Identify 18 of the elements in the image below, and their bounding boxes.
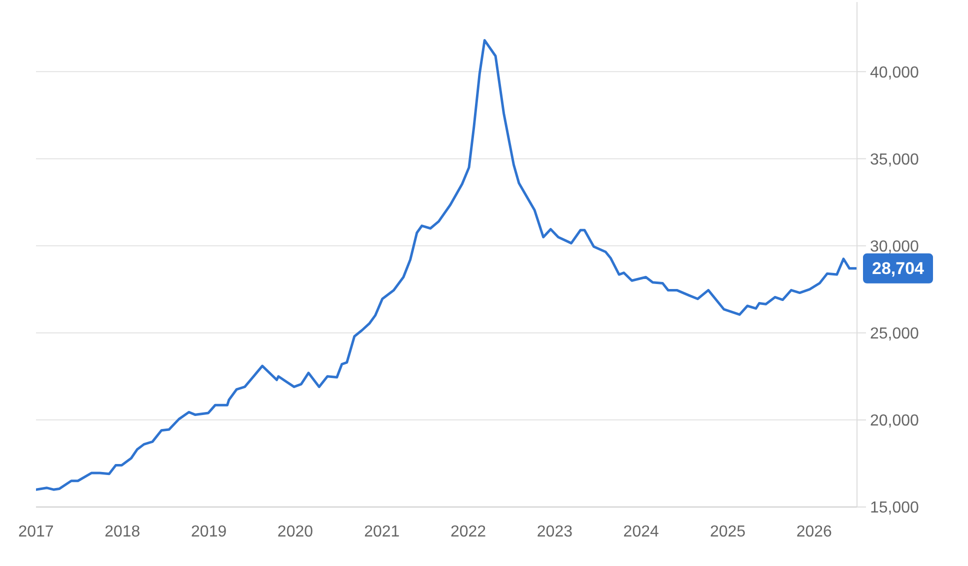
x-tick-label: 2021 [364, 523, 400, 540]
y-tick-label: 30,000 [870, 238, 920, 256]
x-tick-label: 2023 [536, 523, 573, 540]
x-tick-label: 2025 [710, 523, 746, 540]
x-tick-label: 2026 [796, 523, 832, 540]
x-tick-label: 2020 [277, 523, 314, 540]
x-tick-label: 2018 [104, 523, 140, 540]
y-tick-label: 35,000 [870, 151, 920, 168]
y-tick-label: 20,000 [870, 412, 920, 430]
x-tick-label: 2017 [18, 523, 54, 540]
x-tick-label: 2024 [623, 523, 659, 540]
x-tick-label: 2019 [191, 523, 227, 540]
data-label: 28,704 [872, 258, 925, 278]
y-tick-label: 25,000 [870, 326, 920, 343]
y-tick-label: 15,000 [870, 500, 920, 517]
line-series [36, 39, 857, 491]
x-tick-label: 2022 [450, 523, 486, 540]
y-tick-label: 40,000 [870, 64, 920, 82]
